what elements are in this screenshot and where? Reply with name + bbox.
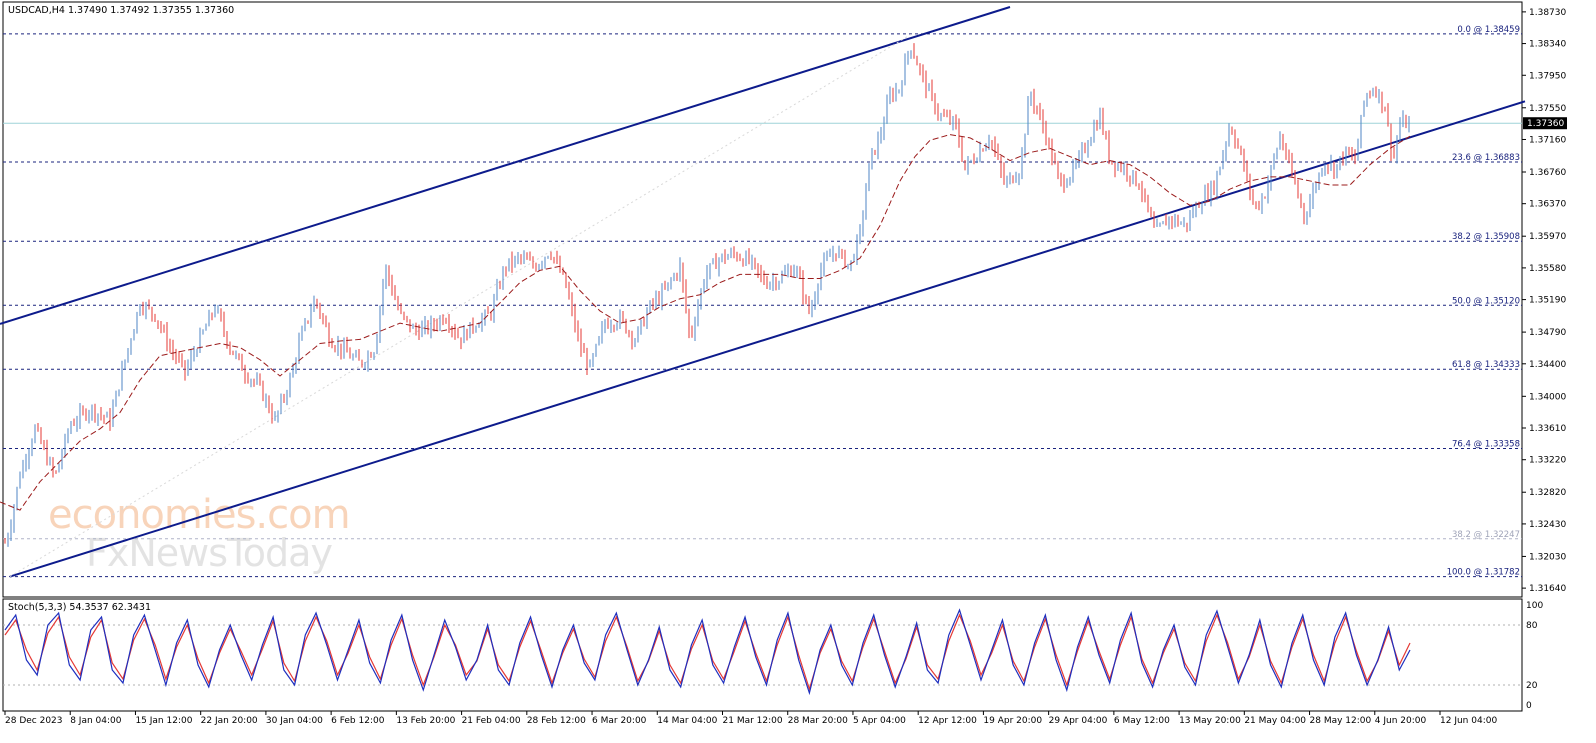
stochastic-oscillator: 100 80 20 0 [3, 601, 1543, 711]
x-tick-label: 28 Dec 2023 [5, 716, 63, 726]
x-tick-label: 19 Apr 20:00 [983, 716, 1042, 726]
x-tick-label: 6 May 12:00 [1114, 716, 1170, 726]
y-tick-label: 1.31640 [1529, 584, 1566, 594]
price-axis: 1.38730 1.38340 1.37950 1.37550 1.37160 1.367… [1522, 8, 1566, 594]
x-tick-label: 29 Apr 04:00 [1049, 716, 1108, 726]
y-tick-label: 1.34790 [1529, 328, 1566, 338]
y-tick-label: 1.32030 [1529, 552, 1566, 562]
y-tick-label: 1.33220 [1529, 456, 1566, 466]
y-tick-label: 1.38730 [1529, 8, 1566, 18]
x-tick-label: 8 Jan 04:00 [70, 716, 122, 726]
trend-channel [0, 6, 1526, 578]
watermark-economies: economies.com [48, 492, 350, 538]
fibonacci-levels: 0.0 @ 1.38459 23.6 @ 1.36883 38.2 @ 1.3590… [3, 25, 1522, 578]
fib-label: 61.8 @ 1.34333 [1452, 360, 1520, 370]
x-tick-label: 12 Apr 12:00 [918, 716, 977, 726]
x-tick-label: 22 Jan 20:00 [201, 716, 258, 726]
x-tick-label: 5 Apr 04:00 [853, 716, 906, 726]
fib-label: 100.0 @ 1.31782 [1447, 568, 1520, 578]
y-tick-label: 1.36760 [1529, 168, 1566, 178]
fib-label: 23.6 @ 1.36883 [1452, 153, 1520, 163]
x-tick-label: 15 Jan 12:00 [135, 716, 192, 726]
y-tick-label: 1.37950 [1529, 71, 1566, 81]
x-tick-label: 14 Mar 04:00 [657, 716, 717, 726]
symbol-header: USDCAD,H4 1.37490 1.37492 1.37355 1.3736… [8, 5, 234, 16]
fib-trendline [9, 33, 913, 578]
y-tick-label: 1.32820 [1529, 488, 1566, 498]
stoch-signal-line [4, 613, 1411, 692]
y-tick-label: 1.35970 [1529, 232, 1566, 242]
x-tick-label: 6 Mar 20:00 [592, 716, 647, 726]
y-tick-label: 1.32430 [1529, 520, 1566, 530]
x-tick-label: 28 Mar 20:00 [788, 716, 848, 726]
y-tick-label: 1.35580 [1529, 264, 1566, 274]
current-price-label: 1.37360 [1527, 119, 1564, 129]
x-tick-label: 4 Jun 20:00 [1375, 716, 1427, 726]
y-tick-label: 1.37550 [1529, 104, 1566, 114]
moving-average [0, 134, 1411, 511]
x-tick-label: 13 May 20:00 [1179, 716, 1241, 726]
fib-label: 38.2 @ 1.32247 [1452, 530, 1520, 540]
x-tick-label: 12 Jun 04:00 [1440, 716, 1497, 726]
fib-label: 76.4 @ 1.33358 [1452, 439, 1520, 449]
x-tick-label: 21 Mar 12:00 [723, 716, 783, 726]
y-tick-label: 1.34000 [1529, 392, 1566, 402]
y-tick-label: 1.37160 [1529, 135, 1566, 145]
y-tick-label: 1.33610 [1529, 424, 1566, 434]
x-tick-label: 21 May 04:00 [1244, 716, 1306, 726]
candlesticks [4, 43, 1410, 547]
channel-lower-line [9, 100, 1526, 578]
channel-upper-line [0, 6, 1011, 325]
stoch-label: Stoch(5,3,3) 54.3537 62.3431 [8, 602, 151, 613]
y-tick-label: 1.38340 [1529, 40, 1566, 50]
watermark-fxnewstoday: FxNewsToday [86, 531, 332, 575]
y-tick-label: 1.35190 [1529, 296, 1566, 306]
fib-label: 38.2 @ 1.35908 [1452, 232, 1520, 242]
ma-line [0, 134, 1411, 511]
x-tick-label: 30 Jan 04:00 [266, 716, 323, 726]
stoch-tick-label: 100 [1526, 601, 1543, 611]
y-tick-label: 1.36370 [1529, 200, 1566, 210]
x-tick-label: 28 Feb 12:00 [527, 716, 586, 726]
stoch-tick-label: 80 [1526, 621, 1538, 631]
x-tick-label: 13 Feb 20:00 [396, 716, 455, 726]
stoch-tick-label: 20 [1526, 681, 1538, 691]
x-tick-label: 28 May 12:00 [1310, 716, 1372, 726]
x-tick-label: 21 Feb 04:00 [462, 716, 521, 726]
stoch-tick-label: 0 [1526, 701, 1532, 711]
fib-label: 0.0 @ 1.38459 [1457, 25, 1520, 35]
stoch-panel-frame [2, 598, 1523, 712]
time-axis: 28 Dec 2023 8 Jan 04:00 15 Jan 12:00 22 Jan… [4, 711, 1497, 726]
current-price-tag: 1.37360 [1523, 117, 1567, 130]
fib-label: 50.0 @ 1.35120 [1452, 296, 1520, 306]
x-tick-label: 6 Feb 12:00 [331, 716, 385, 726]
stoch-main-line [4, 608, 1411, 696]
y-tick-label: 1.34400 [1529, 360, 1566, 370]
